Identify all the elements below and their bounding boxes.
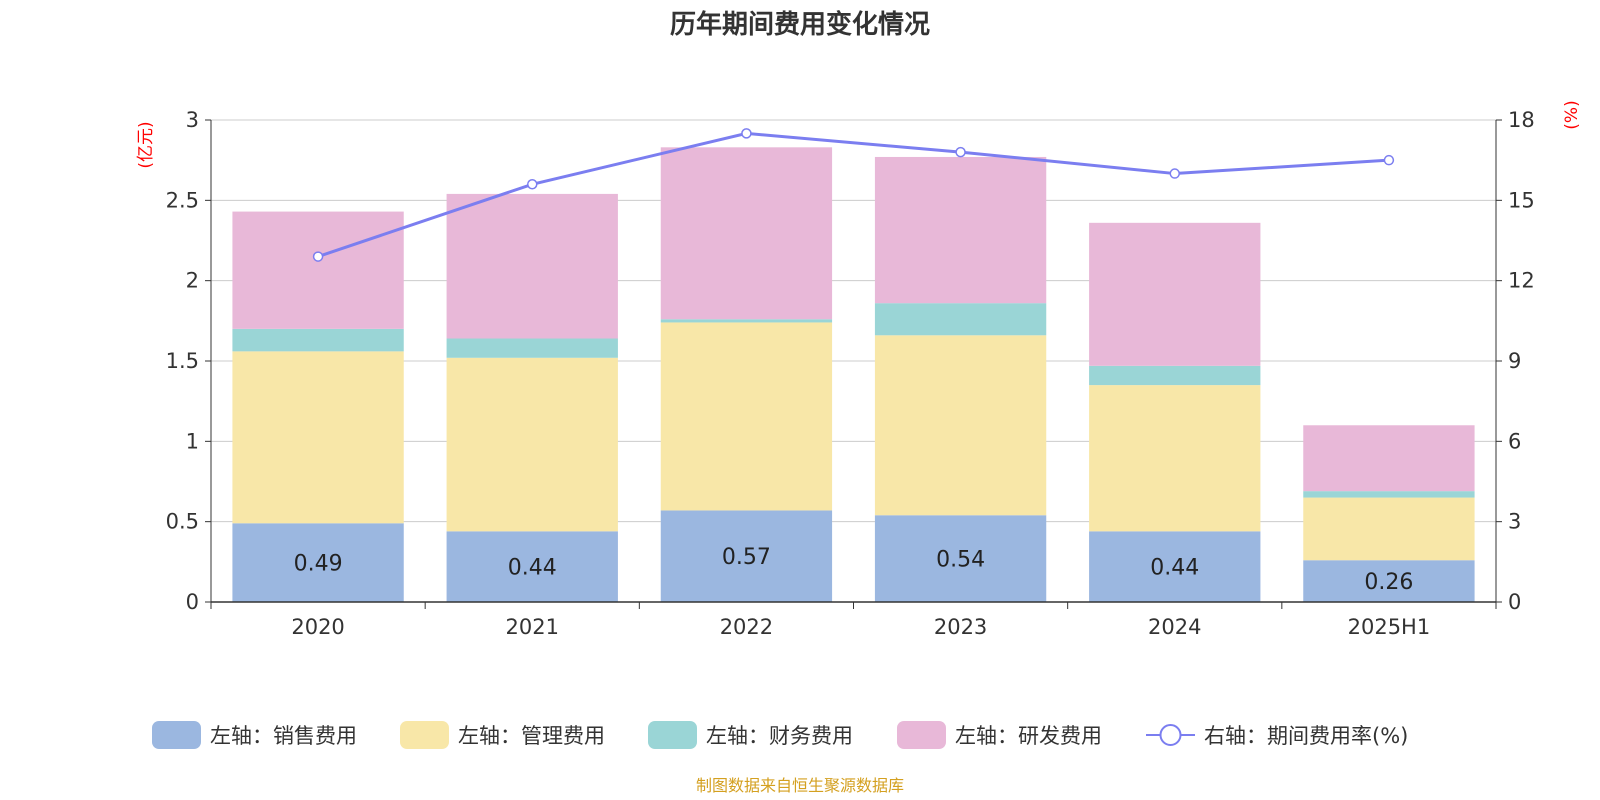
bar-segment: [1089, 222, 1261, 366]
rate-point: [1383, 154, 1395, 166]
legend-label: 左轴：销售费用: [210, 724, 357, 748]
right-axis-tick-label: 15: [1508, 188, 1535, 212]
right-axis-tick-label: 6: [1508, 429, 1521, 453]
rate-line: [317, 131, 1390, 258]
legend-swatch-marker: [1159, 724, 1182, 746]
left-axis-tick-label: 2.5: [166, 188, 199, 212]
right-axis-tick-label: 12: [1508, 269, 1535, 293]
left-axis-tick-label: 3: [186, 108, 199, 132]
bar-segment: [874, 515, 1047, 602]
bar-data-label: 0.26: [1364, 570, 1413, 595]
left-axis-tick-label: 1: [186, 429, 199, 453]
rate-line-series: [312, 128, 1395, 262]
bar-segment: [1089, 365, 1261, 386]
bar-segment: [1089, 385, 1261, 532]
rate-point: [312, 251, 324, 262]
bar-segment: [660, 319, 833, 323]
bar-segment: [1303, 560, 1475, 602]
rate-point: [741, 128, 752, 139]
bar-series: 0.49 0.44 0.57 0.54 0.44 0.26: [232, 147, 1475, 602]
rate-point: [527, 179, 538, 190]
bar-segment: [232, 351, 404, 524]
legend-swatch: [897, 721, 946, 749]
right-axis-tick-label: 18: [1508, 108, 1535, 132]
bar-data-label: 0.44: [508, 556, 557, 581]
left-axis-tick-label: 0.5: [166, 510, 199, 534]
grid-lines: [211, 119, 1496, 523]
bar-segment: [1089, 531, 1261, 602]
axes: 0 0.5 1 1.5 2 2.5 3 0 3 6 9 12 15 18 2020 2021 2022 2023 2…: [166, 108, 1535, 639]
bar-segment: [874, 335, 1047, 516]
left-axis-tick-label: 1.5: [166, 349, 199, 373]
legend-swatch: [648, 721, 697, 749]
x-axis-tick-label: 2025H1: [1348, 615, 1431, 639]
right-axis-tick-label: 0: [1508, 590, 1521, 614]
bar-segment: [232, 523, 404, 602]
right-axis-tick-label: 3: [1508, 510, 1521, 534]
bar-data-label: 0.44: [1150, 556, 1199, 581]
bar-segment: [660, 322, 833, 511]
x-axis-tick-label: 2024: [1148, 615, 1201, 639]
x-axis-tick-label: 2022: [720, 615, 773, 639]
bar-segment: [232, 328, 404, 352]
bar-segment: [446, 338, 618, 358]
legend-label: 左轴：管理费用: [458, 724, 605, 748]
bar-data-label: 0.57: [722, 545, 771, 570]
legend-swatch: [400, 721, 449, 749]
legend-label: 左轴：财务费用: [706, 724, 853, 748]
x-axis-tick-label: 2023: [934, 615, 987, 639]
legend-label: 右轴：期间费用率(%): [1204, 724, 1408, 748]
legend-label: 左轴：研发费用: [955, 724, 1102, 748]
legend-swatch: [152, 721, 201, 749]
bar-segment: [1303, 497, 1475, 561]
legend: 左轴：销售费用 左轴：管理费用 左轴：财务费用 左轴：研发费用 右轴：期间费用率(%): [152, 721, 1408, 749]
right-axis-unit: (%): [1562, 100, 1582, 129]
bar-segment: [874, 303, 1047, 336]
left-axis-tick-label: 2: [186, 269, 199, 293]
data-source-note: 制图数据来自恒生聚源数据库: [696, 776, 904, 795]
x-axis-tick-label: 2021: [506, 615, 559, 639]
bar-segment: [446, 193, 618, 339]
right-axis-tick-label: 9: [1508, 349, 1521, 373]
bar-segment: [660, 147, 833, 320]
bar-segment: [232, 211, 404, 329]
bar-segment: [1303, 425, 1475, 492]
bar-segment: [1303, 491, 1475, 498]
bar-data-label: 0.49: [294, 552, 343, 577]
bar-segment: [446, 531, 618, 602]
left-axis-tick-label: 0: [186, 590, 199, 614]
rate-point: [955, 146, 966, 158]
bar-segment: [446, 357, 618, 532]
x-axis-tick-label: 2020: [291, 615, 344, 639]
rate-point: [1169, 168, 1180, 179]
left-axis-unit: (亿元): [136, 121, 156, 168]
bar-data-label: 0.54: [936, 548, 985, 573]
bar-segment: [874, 156, 1047, 304]
bar-segment: [660, 510, 833, 602]
chart-title: 历年期间费用变化情况: [670, 9, 930, 40]
